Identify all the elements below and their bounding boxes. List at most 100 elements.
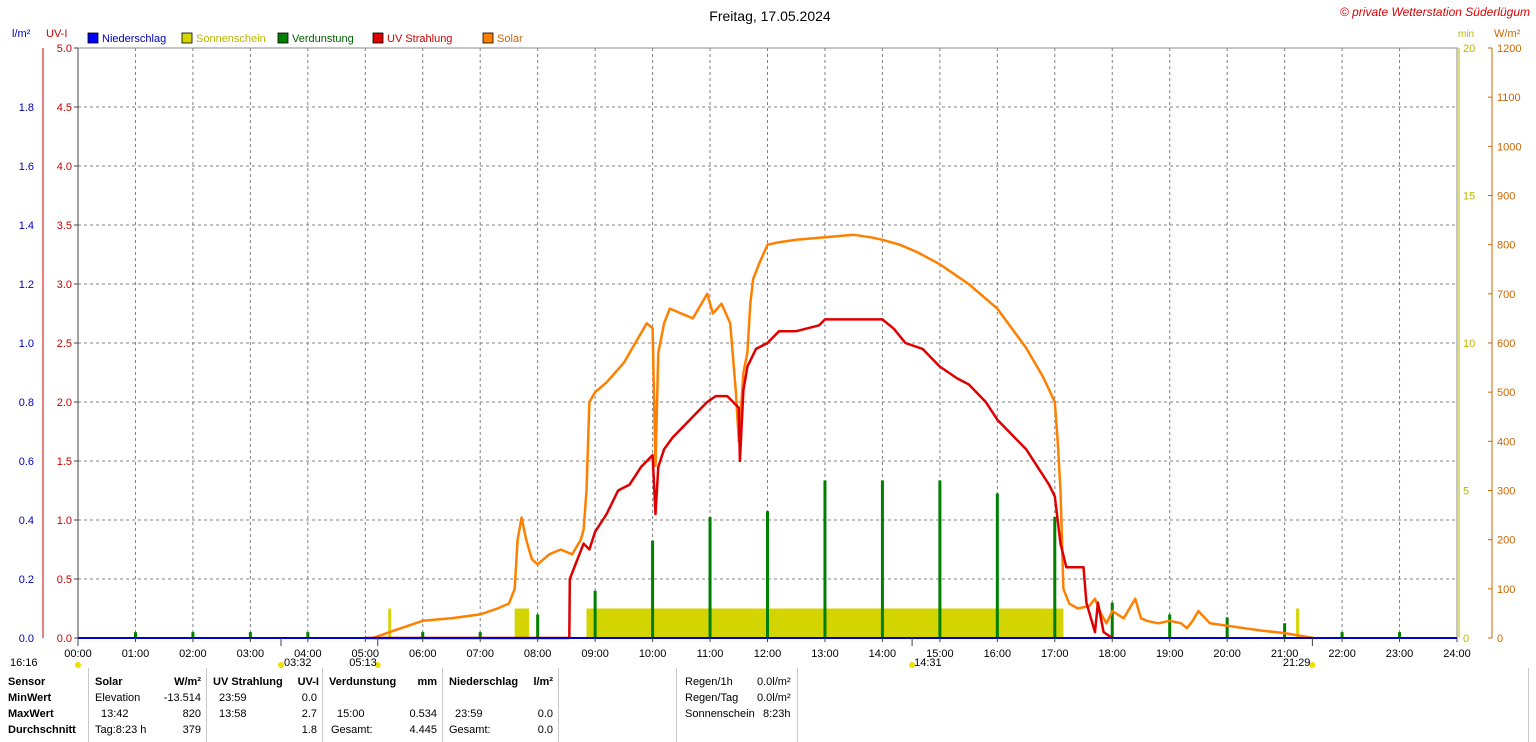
stats-uv-min-time: 23:59: [219, 692, 247, 704]
evaporation-spike: [536, 614, 540, 638]
legend-swatch: [181, 32, 193, 44]
evaporation-spike: [823, 480, 827, 638]
stats-uv-unit: UV-I: [297, 676, 319, 688]
x-tick-label: 10:00: [639, 648, 667, 660]
stats-uv-title: UV Strahlung: [213, 676, 283, 688]
stats-rain-max-val: 0.0: [537, 708, 553, 720]
evaporation-spike: [248, 632, 252, 638]
x-tick-label: 02:00: [179, 648, 207, 660]
stats-empty-column: [558, 668, 677, 742]
x-tick-label: 15:00: [926, 648, 954, 660]
left-axis-2-tick: 1.5: [57, 456, 72, 468]
x-tick-label: 16:00: [984, 648, 1012, 660]
stats-summary-label-2: Sonnenschein: [685, 708, 755, 720]
right-axis-2-tick: 900: [1497, 191, 1515, 203]
right-axis-2-tick: 100: [1497, 584, 1515, 596]
right-axis-2-tick: 800: [1497, 240, 1515, 252]
left-axis-1-tick: 0.2: [19, 574, 34, 586]
left-axis-1-tick: 1.2: [19, 279, 34, 291]
x-tick-label: 04:00: [294, 648, 322, 660]
solar-noon-marker-icon: [909, 662, 916, 668]
stats-summary-value-1: 0.0l/m²: [757, 692, 791, 704]
right-axis-2-unit: W/m²: [1494, 28, 1521, 40]
sunset-marker-icon: [1309, 662, 1316, 668]
stats-solar-min-val: -13.514: [163, 692, 201, 704]
legend-swatch: [87, 32, 99, 44]
stats-solar-column: Solar W/m² Elevation -13.514 13:42 820 T…: [88, 668, 207, 742]
legend-label: Verdunstung: [292, 33, 354, 45]
x-tick-label: 17:00: [1041, 648, 1069, 660]
axes: [42, 47, 1493, 668]
stats-avg-label: Durchschnitt: [8, 724, 76, 736]
stats-solar-max-val: 820: [182, 708, 201, 720]
x-tick-label: 01:00: [122, 648, 150, 660]
left-axis-1-tick: 0.6: [19, 456, 34, 468]
right-axis-2-tick: 600: [1497, 338, 1515, 350]
left-axis-2-tick: 4.5: [57, 102, 72, 114]
stats-rain-max-time: 23:59: [455, 708, 483, 720]
series-line-solar: [372, 233, 1314, 640]
stats-rain-unit: l/m²: [533, 676, 553, 688]
left-axis-1-tick: 1.6: [19, 161, 34, 173]
right-axis-1-unit: min: [1458, 29, 1474, 40]
right-axis-2-tick: 200: [1497, 535, 1515, 547]
x-tick-label: 20:00: [1213, 648, 1241, 660]
stats-summary-label-1: Regen/Tag: [685, 692, 739, 704]
x-tick-label: 05:00: [352, 648, 380, 660]
stats-evap-total-val: 4.445: [409, 724, 437, 736]
x-tick-label: 21:00: [1271, 648, 1299, 660]
legend-label: UV Strahlung: [387, 33, 452, 45]
x-tick-label: 13:00: [811, 648, 839, 660]
left-axis-1-tick: 0.4: [19, 515, 34, 527]
stats-summary-label-0: Regen/1h: [685, 676, 733, 688]
x-tick-label: 18:00: [1098, 648, 1126, 660]
stats-summary-value-2: 8:23h: [763, 708, 791, 720]
left-axis-1-tick: 0.8: [19, 397, 34, 409]
legend-label: Solar: [497, 33, 523, 45]
right-axis-2-tick: 1200: [1497, 43, 1521, 55]
legend-label: Niederschlag: [102, 33, 166, 45]
left-axis-1-unit: l/m²: [12, 28, 31, 40]
right-axis-2-tick: 1100: [1497, 92, 1521, 104]
right-axis-2-tick: 300: [1497, 486, 1515, 498]
legend-label: Sonnenschein: [196, 33, 266, 45]
evaporation-spike: [478, 632, 482, 638]
stats-max-label: MaxWert: [8, 708, 54, 720]
legend: Niederschlag Sonnenschein Verdunstung UV St…: [87, 32, 523, 45]
legend-swatch: [482, 32, 494, 44]
right-axis-2-tick: 500: [1497, 387, 1515, 399]
stats-solar-min-time: Elevation: [95, 692, 141, 704]
evaporation-spike: [1053, 517, 1057, 638]
x-tick-label: 19:00: [1156, 648, 1184, 660]
chart-title: Freitag, 17.05.2024: [709, 8, 831, 24]
right-axis-2-tick: 400: [1497, 436, 1515, 448]
right-axis-2-tick: 1000: [1497, 141, 1521, 153]
evaporation-spike: [708, 517, 712, 638]
left-axis-1-tick: 1.0: [19, 338, 34, 350]
stats-evap-max-time: 15:00: [337, 708, 365, 720]
axis-labels: 0.0 0.2 0.4 0.6 0.8 1.0 1.2 1.4 1.6 1.8 0.0 0.5 1.0 1…: [10, 43, 1521, 668]
left-axis-2-tick: 3.0: [57, 279, 72, 291]
left-axis-2-tick: 0.5: [57, 574, 72, 586]
x-tick-label: 23:00: [1386, 648, 1414, 660]
stats-solar-avg-time: Tag:8:23 h: [95, 724, 147, 736]
stats-rain-title: Niederschlag: [449, 676, 519, 688]
evaporation-spike: [421, 632, 425, 638]
legend-swatch: [277, 32, 289, 44]
stats-solar-title: Solar: [95, 676, 123, 688]
stats-sensor-title: Sensor: [8, 676, 46, 688]
stats-min-label: MinWert: [8, 692, 52, 704]
left-axis-2-tick: 5.0: [57, 43, 72, 55]
left-axis-2-tick: 3.5: [57, 220, 72, 232]
stats-sensor-column: Sensor MinWert MaxWert Durchschnitt: [0, 668, 88, 742]
x-tick-label: 08:00: [524, 648, 552, 660]
statistics-table: Sensor MinWert MaxWert Durchschnitt Sola…: [0, 668, 1536, 742]
sunset-marker-label: 21:29: [1283, 657, 1311, 668]
watermark: © private Wetterstation Süderlügum: [1340, 5, 1530, 19]
right-axis-1-tick: 5: [1463, 486, 1469, 498]
x-tick-label: 06:00: [409, 648, 437, 660]
evaporation-spike: [1398, 632, 1402, 638]
left-axis-2-tick: 4.0: [57, 161, 72, 173]
stats-uv-avg-val: 1.8: [301, 724, 317, 736]
left-axis-2-tick: 2.5: [57, 338, 72, 350]
